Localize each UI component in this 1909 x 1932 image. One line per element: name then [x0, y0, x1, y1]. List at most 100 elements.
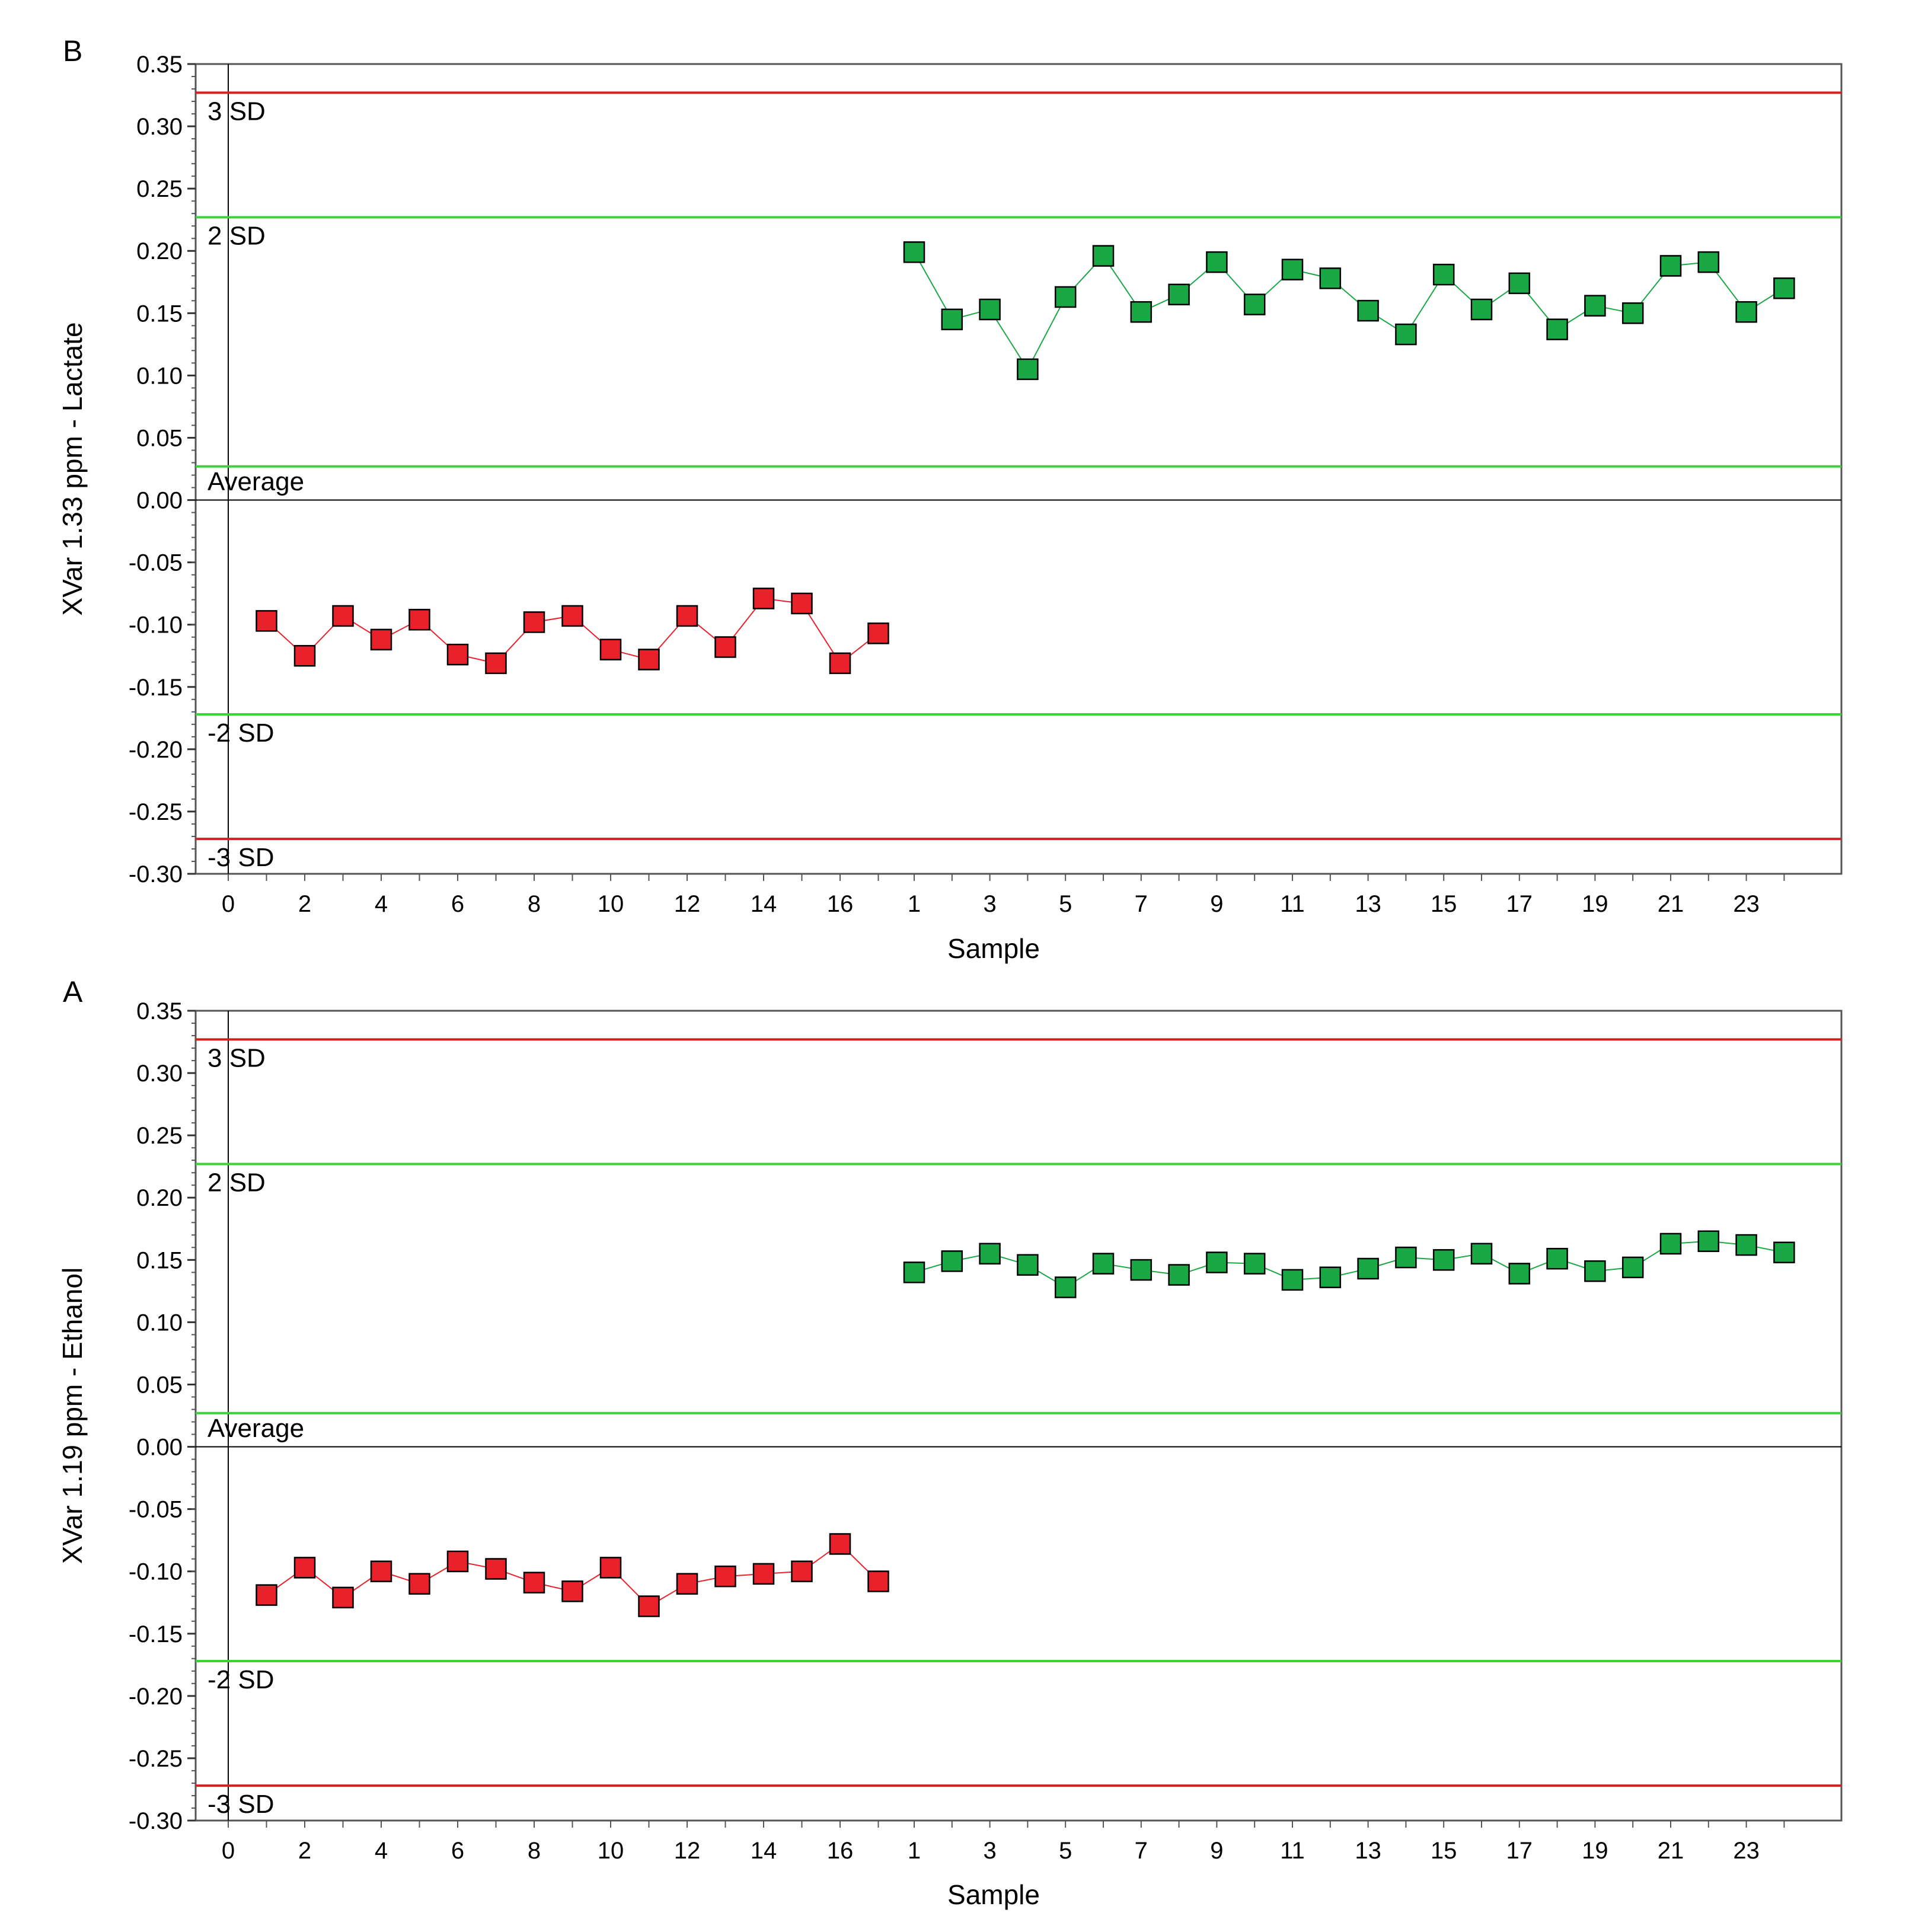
y-tick-label: 0.30: [136, 114, 183, 140]
x-tick-label: 4: [375, 1838, 388, 1864]
x-tick-label: 2: [298, 891, 311, 917]
x-tick-label: 8: [528, 891, 541, 917]
x-tick-label: 13: [1355, 891, 1381, 917]
data-point: [1281, 258, 1304, 281]
data-point: [332, 605, 354, 627]
data-point: [1357, 299, 1379, 322]
data-point: [1621, 1256, 1644, 1279]
data-point: [1546, 1247, 1568, 1270]
x-tick-label: 14: [751, 1838, 777, 1864]
data-point: [829, 1533, 851, 1555]
y-tick-label: 0.35: [136, 998, 183, 1024]
data-point: [752, 587, 775, 609]
y-tick-label: 0.30: [136, 1061, 183, 1087]
x-tick-label: 14: [751, 891, 777, 917]
data-point: [1206, 251, 1228, 273]
data-point: [1659, 255, 1682, 277]
data-point: [256, 1584, 277, 1606]
data-point: [1621, 302, 1644, 324]
data-point: [714, 636, 736, 658]
data-point: [1206, 1251, 1228, 1273]
x-tick-label: 12: [674, 1838, 701, 1864]
y-tick-label: 0.05: [136, 1372, 183, 1398]
x-tick-label: 10: [598, 891, 624, 917]
data-point: [941, 308, 963, 331]
data-point: [676, 1573, 698, 1595]
data-point: [370, 628, 392, 651]
x-tick-label: 23: [1733, 891, 1760, 917]
reference-line-label: 3 SD: [208, 97, 266, 126]
x-axis-title: Sample: [947, 1879, 1040, 1910]
y-tick-label: -0.15: [129, 1621, 183, 1647]
x-tick-label: 9: [1210, 891, 1223, 917]
reference-line-label: 2 SD: [208, 1168, 266, 1197]
data-point: [1735, 301, 1757, 323]
y-tick-label: 0.20: [136, 1185, 183, 1211]
data-point: [1735, 1234, 1757, 1256]
y-tick-label: -0.25: [129, 1746, 183, 1772]
x-tick-label: 13: [1355, 1838, 1381, 1864]
reference-line-label: Average: [208, 1414, 304, 1443]
data-point: [446, 1550, 469, 1573]
data-point: [638, 1595, 660, 1617]
data-point: [676, 605, 698, 627]
data-point: [599, 638, 622, 660]
data-point: [903, 1262, 925, 1283]
x-tick-label: 5: [1059, 1838, 1072, 1864]
data-point: [867, 1570, 889, 1592]
data-point: [1659, 1232, 1682, 1255]
data-point: [1773, 277, 1795, 299]
y-tick-label: -0.10: [129, 1559, 183, 1585]
data-point: [485, 1558, 507, 1580]
data-point: [638, 649, 660, 670]
x-tick-label: 2: [298, 1838, 311, 1864]
data-point: [408, 1573, 430, 1595]
reference-line-label: -3 SD: [208, 843, 274, 872]
data-point: [941, 1250, 963, 1272]
y-tick-label: -0.30: [129, 861, 183, 887]
data-point: [561, 605, 583, 627]
y-tick-label: -0.10: [129, 612, 183, 638]
data-point: [523, 611, 545, 633]
x-tick-label: 6: [451, 1838, 464, 1864]
data-point: [1357, 1257, 1379, 1280]
x-tick-label: 10: [598, 1838, 624, 1864]
data-point: [1319, 267, 1342, 289]
x-tick-label: 7: [1135, 1838, 1148, 1864]
data-point: [1470, 298, 1493, 321]
data-point: [1470, 1243, 1493, 1265]
data-point: [1697, 1230, 1720, 1253]
data-point: [293, 1557, 316, 1579]
reference-line-label: -2 SD: [208, 1665, 274, 1694]
data-point: [1395, 323, 1417, 346]
data-point: [903, 241, 925, 263]
x-tick-label: 17: [1506, 891, 1533, 917]
data-point: [867, 622, 889, 644]
panel-letter: A: [63, 975, 83, 1008]
y-tick-label: -0.05: [129, 550, 183, 576]
x-tick-label: 16: [827, 891, 854, 917]
data-point: [791, 592, 813, 615]
x-tick-label: 5: [1059, 891, 1072, 917]
data-point: [256, 610, 277, 632]
data-point: [293, 644, 316, 667]
plot-frame: [194, 63, 1843, 875]
y-tick-label: -0.25: [129, 799, 183, 825]
data-point: [370, 1560, 392, 1582]
x-tick-label: 3: [983, 891, 996, 917]
reference-line-label: 2 SD: [208, 221, 266, 250]
y-tick-label: -0.20: [129, 1684, 183, 1710]
x-tick-label: 1: [908, 891, 921, 917]
x-tick-label: 6: [451, 891, 464, 917]
y-tick-label: 0.35: [136, 52, 183, 78]
reference-line-label: -3 SD: [208, 1790, 274, 1819]
data-point: [1130, 301, 1153, 323]
data-point: [1092, 245, 1115, 267]
y-tick-label: 0.15: [136, 301, 183, 327]
reference-line-label: -2 SD: [208, 718, 274, 748]
x-tick-label: 11: [1280, 891, 1305, 917]
data-point: [752, 1563, 775, 1585]
x-tick-label: 7: [1135, 891, 1148, 917]
x-axis-title: Sample: [947, 933, 1040, 964]
data-point: [1773, 1241, 1795, 1263]
